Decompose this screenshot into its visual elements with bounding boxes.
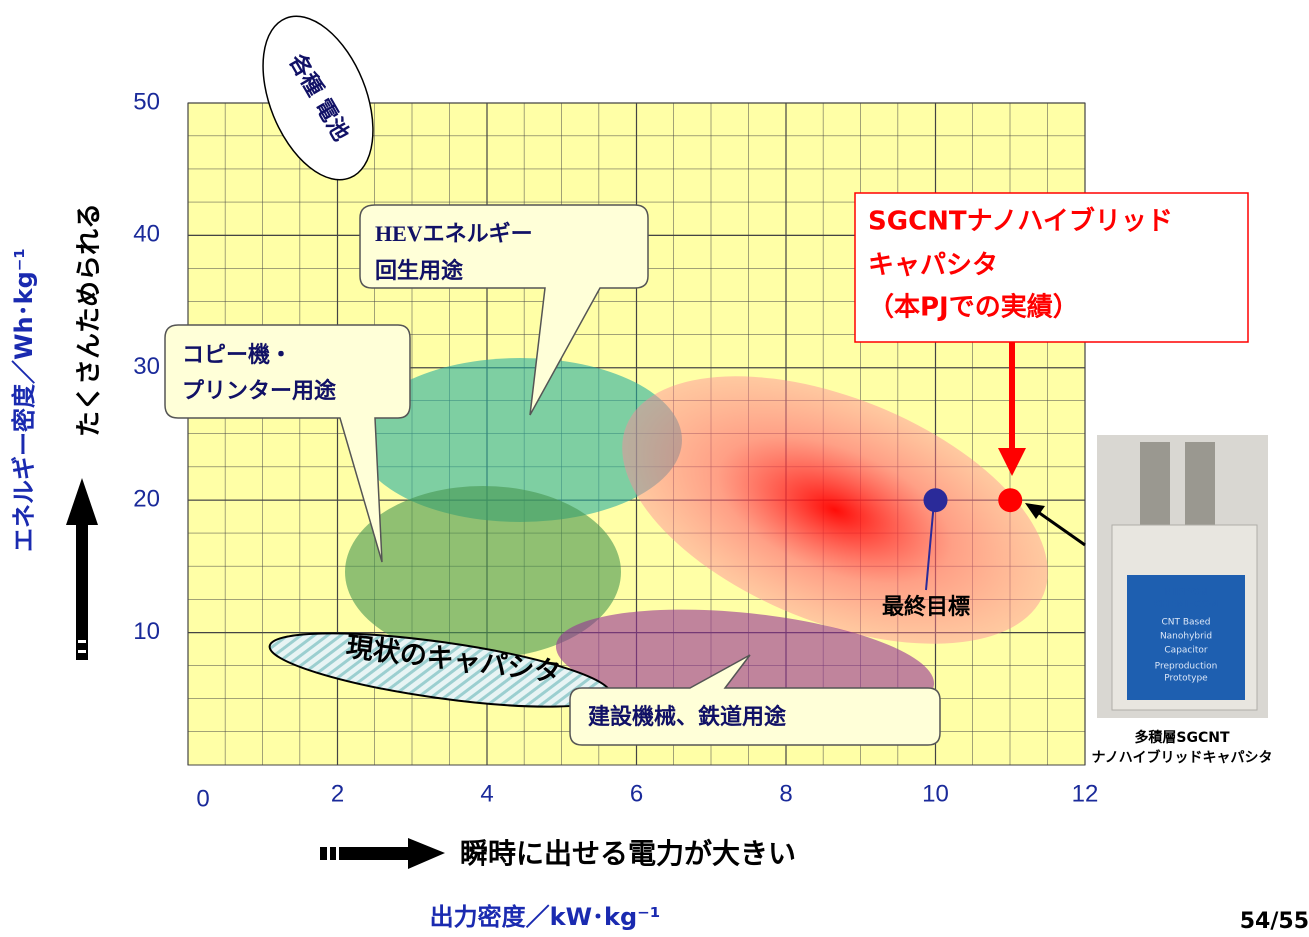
battery-region [262, 15, 374, 181]
photo-text: Nanohybrid [1160, 632, 1212, 642]
red-arrow-head [998, 448, 1026, 476]
photo-arrow-head [1025, 503, 1045, 519]
y-axis-label: エネルギー密度／Wh･kg⁻¹ [10, 248, 38, 552]
y-arrow [76, 520, 88, 660]
x-arrow-dash [327, 847, 330, 860]
x-tick-label: 6 [630, 780, 643, 807]
sgcnt-label: SGCNTナノハイブリッド [868, 206, 1173, 237]
hev-region [358, 358, 682, 522]
photo-text: Prototype [1164, 674, 1208, 684]
photo-tab [1140, 442, 1170, 532]
x-axis-label: 出力密度／kW･kg⁻¹ [430, 903, 661, 931]
sgcnt-box [854, 192, 1249, 343]
x-tick-label: 2 [331, 780, 344, 807]
photo-text: NIPPON [1164, 587, 1208, 598]
x-tick-label: 0 [196, 785, 209, 812]
x-tick-label: 8 [779, 780, 792, 807]
hev-callout [359, 204, 649, 416]
y-arrow-dash [78, 650, 86, 653]
photo-text: Capacitor [1164, 646, 1208, 656]
x-arrow-dash [336, 847, 339, 860]
sgcnt-region [622, 376, 1048, 644]
construction-callout [569, 654, 941, 746]
hev-label: 回生用途 [375, 258, 464, 284]
photo-text: Preproduction [1155, 662, 1218, 672]
copy-label: プリンター用途 [182, 378, 337, 404]
y-tick-label: 50 [133, 88, 160, 115]
hev-label: HEVエネルギー [375, 221, 533, 246]
copy-region [345, 486, 621, 658]
sgcnt-label: キャパシタ [868, 251, 998, 281]
y-arrow-head [66, 478, 98, 525]
copy-label: コピー機・ [182, 343, 292, 368]
x-tick-label: 4 [480, 780, 493, 807]
y-tick-label: 40 [133, 221, 160, 248]
photo-tab [1185, 442, 1215, 532]
copy-callout [164, 324, 411, 563]
photo-label [1127, 575, 1245, 700]
regions [262, 15, 1048, 721]
y-arrow-dash [78, 640, 86, 643]
sgcnt-label: （本PJでの実績） [868, 292, 1079, 323]
photo-caption: ナノハイブリッドキャパシタ [1091, 749, 1272, 766]
x-tick-label: 10 [922, 780, 949, 807]
x-tick-label: 12 [1072, 780, 1099, 807]
x-arrow-head [408, 838, 445, 869]
construction-label: 建設機械、鉄道用途 [588, 704, 787, 730]
y-arrow-label: たくさんためられる [75, 203, 105, 437]
x-arrow-label: 瞬時に出せる電力が大きい [460, 837, 796, 870]
photo-text: CHEMI-CON [1154, 599, 1219, 610]
target-label: 最終目標 [882, 594, 970, 620]
point [923, 488, 948, 513]
photo-caption: 多積層SGCNT [1134, 729, 1230, 746]
y-tick-label: 20 [133, 486, 160, 513]
photo-arrow [1037, 510, 1086, 547]
y-tick-label: 10 [133, 618, 160, 645]
y-tick-label: 30 [133, 353, 160, 380]
x-arrow [320, 847, 412, 860]
point [998, 488, 1023, 513]
photo-text: CNT Based [1161, 618, 1210, 628]
target-leader [925, 501, 935, 591]
page-number: 54/55 [1240, 909, 1309, 934]
